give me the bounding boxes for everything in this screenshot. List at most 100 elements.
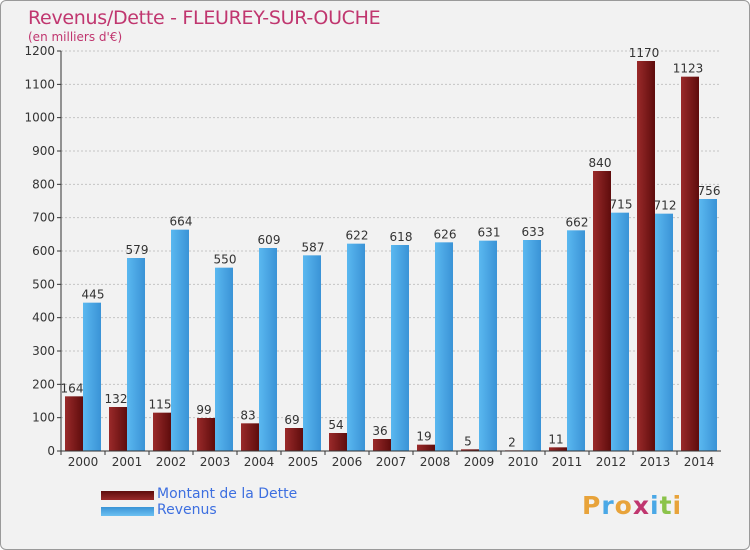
x-tick-label-2005: 2005 bbox=[288, 455, 319, 469]
value-label-dette-2008: 19 bbox=[416, 430, 431, 444]
legend-label-revenus: Revenus bbox=[157, 502, 217, 518]
value-label-revenus-2001: 579 bbox=[126, 243, 149, 257]
y-tick-label-900: 900 bbox=[32, 144, 55, 158]
x-tick-label-2001: 2001 bbox=[112, 455, 143, 469]
x-tick-label-2013: 2013 bbox=[640, 455, 671, 469]
value-label-revenus-2012: 715 bbox=[610, 198, 633, 212]
value-label-revenus-2000: 445 bbox=[82, 288, 105, 302]
bar-dette-2005 bbox=[285, 428, 303, 451]
x-tick-label-2011: 2011 bbox=[552, 455, 583, 469]
value-label-dette-2011: 11 bbox=[548, 432, 563, 446]
value-label-dette-2002: 115 bbox=[149, 398, 172, 412]
logo-letter-4: i bbox=[650, 491, 660, 520]
unit-label: (en milliers d'€) bbox=[28, 30, 123, 44]
bar-revenus-2013 bbox=[655, 213, 673, 451]
x-tick-label-2012: 2012 bbox=[596, 455, 627, 469]
value-label-dette-2001: 132 bbox=[105, 392, 128, 406]
logo-letter-1: r bbox=[601, 491, 615, 520]
bar-dette-2011 bbox=[549, 447, 567, 451]
bar-revenus-2008 bbox=[435, 242, 453, 451]
logo-letter-2: o bbox=[614, 491, 633, 520]
y-tick-label-200: 200 bbox=[32, 377, 55, 391]
bar-revenus-2002 bbox=[171, 229, 189, 451]
bar-revenus-2009 bbox=[479, 240, 497, 451]
bar-dette-2008 bbox=[417, 444, 435, 451]
value-label-dette-2013: 1170 bbox=[629, 46, 660, 60]
logo-letter-3: x bbox=[632, 491, 650, 520]
x-tick-label-2007: 2007 bbox=[376, 455, 407, 469]
logo-letter-6: i bbox=[672, 491, 683, 520]
x-tick-label-2006: 2006 bbox=[332, 455, 363, 469]
bar-dette-2006 bbox=[329, 433, 347, 451]
bar-dette-2002 bbox=[153, 412, 171, 451]
value-label-dette-2005: 69 bbox=[284, 413, 299, 427]
value-label-revenus-2003: 550 bbox=[214, 253, 237, 267]
y-tick-label-1100: 1100 bbox=[24, 77, 55, 91]
y-tick-label-600: 600 bbox=[32, 244, 55, 258]
bar-dette-2001 bbox=[109, 407, 127, 451]
bar-dette-2012 bbox=[593, 171, 611, 451]
value-label-revenus-2008: 626 bbox=[434, 227, 457, 241]
value-label-dette-2004: 83 bbox=[240, 408, 255, 422]
x-tick-label-2002: 2002 bbox=[156, 455, 187, 469]
logo-letter-5: t bbox=[659, 491, 673, 520]
y-tick-label-100: 100 bbox=[32, 411, 55, 425]
bar-revenus-2001 bbox=[127, 258, 145, 451]
value-label-dette-2003: 99 bbox=[196, 403, 211, 417]
x-tick-label-2014: 2014 bbox=[684, 455, 715, 469]
value-label-revenus-2006: 622 bbox=[346, 229, 369, 243]
bar-revenus-2010 bbox=[523, 240, 541, 451]
value-label-dette-2000: 164 bbox=[61, 381, 84, 395]
x-tick-label-2004: 2004 bbox=[244, 455, 275, 469]
y-tick-label-0: 0 bbox=[47, 444, 55, 458]
bar-dette-2009 bbox=[461, 449, 479, 451]
y-tick-label-500: 500 bbox=[32, 277, 55, 291]
x-tick-label-2010: 2010 bbox=[508, 455, 539, 469]
legend-swatch-revenus bbox=[101, 507, 154, 516]
y-tick-label-400: 400 bbox=[32, 311, 55, 325]
value-label-revenus-2004: 609 bbox=[258, 233, 281, 247]
bar-dette-2000 bbox=[65, 396, 83, 451]
value-label-revenus-2011: 662 bbox=[566, 215, 589, 229]
y-tick-label-700: 700 bbox=[32, 211, 55, 225]
value-label-revenus-2009: 631 bbox=[478, 226, 501, 240]
y-tick-label-1000: 1000 bbox=[24, 111, 55, 125]
value-label-dette-2009: 5 bbox=[464, 434, 472, 448]
proxiti-logo: Proxiti bbox=[582, 491, 682, 520]
value-label-dette-2007: 36 bbox=[372, 424, 387, 438]
x-tick-label-2008: 2008 bbox=[420, 455, 451, 469]
value-label-revenus-2007: 618 bbox=[390, 230, 413, 244]
value-label-revenus-2005: 587 bbox=[302, 240, 325, 254]
value-label-dette-2006: 54 bbox=[328, 418, 343, 432]
legend-label-dette: Montant de la Dette bbox=[157, 486, 298, 502]
value-label-revenus-2014: 756 bbox=[698, 184, 721, 198]
x-tick-label-2003: 2003 bbox=[200, 455, 231, 469]
x-tick-label-2000: 2000 bbox=[68, 455, 99, 469]
label-layer: 1644451325791156649955083609695875462236… bbox=[61, 46, 721, 449]
bar-layer bbox=[65, 61, 717, 452]
value-label-dette-2010: 2 bbox=[508, 435, 516, 449]
bar-dette-2004 bbox=[241, 423, 259, 451]
value-label-dette-2014: 1123 bbox=[673, 62, 704, 76]
bar-revenus-2003 bbox=[215, 267, 233, 451]
bar-revenus-2000 bbox=[83, 302, 101, 451]
y-tick-label-800: 800 bbox=[32, 177, 55, 191]
x-tick-label-2009: 2009 bbox=[464, 455, 495, 469]
value-label-revenus-2002: 664 bbox=[170, 215, 193, 229]
axis-layer: 0 100 200 300 400 500 600 700 800 900 1000 1100 1200… bbox=[24, 44, 721, 469]
chart-title: Revenus/Dette - FLEUREY-SUR-OUCHE bbox=[28, 7, 381, 29]
bar-revenus-2012 bbox=[611, 212, 629, 451]
bar-dette-2014 bbox=[681, 76, 699, 452]
value-label-revenus-2013: 712 bbox=[654, 199, 677, 213]
bar-revenus-2011 bbox=[567, 230, 585, 451]
value-label-dette-2012: 840 bbox=[589, 156, 612, 170]
bar-dette-2003 bbox=[197, 418, 215, 451]
bar-revenus-2006 bbox=[347, 243, 365, 451]
bar-revenus-2005 bbox=[303, 255, 321, 451]
logo-letter-0: P bbox=[582, 491, 602, 520]
y-tick-label-300: 300 bbox=[32, 344, 55, 358]
value-label-revenus-2010: 633 bbox=[522, 225, 545, 239]
bar-revenus-2007 bbox=[391, 245, 409, 451]
